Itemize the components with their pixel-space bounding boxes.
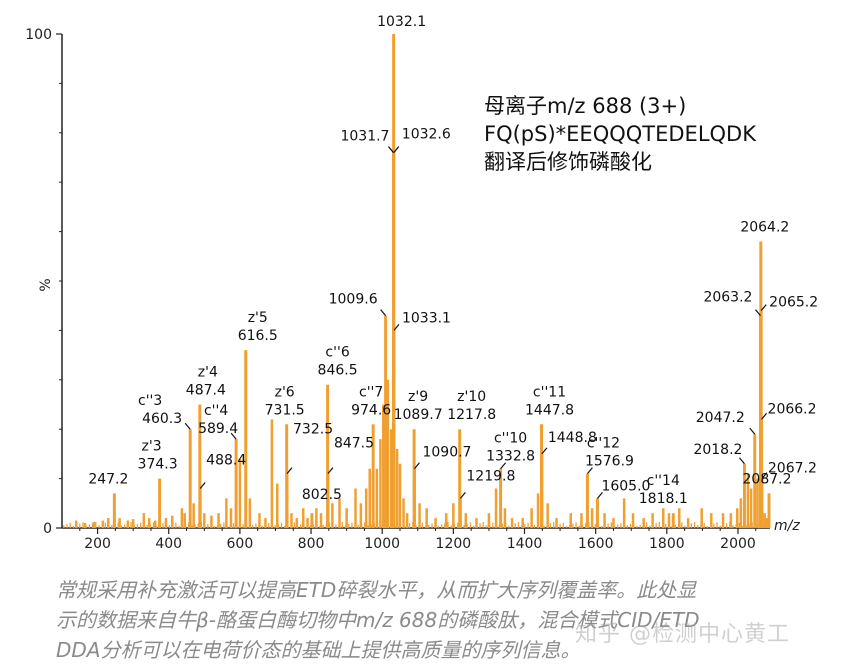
ion-label: z'6 xyxy=(275,384,295,400)
label-leader xyxy=(388,146,394,153)
label-leader xyxy=(761,472,768,479)
label-leader xyxy=(230,432,237,440)
annotation-line-sequence: FQ(pS)*EEQQQTEDELQDK xyxy=(484,122,756,146)
label-leader xyxy=(380,309,387,316)
y-tick-label: 0 xyxy=(43,521,52,537)
label-leader xyxy=(327,467,334,475)
label-leader xyxy=(749,427,756,435)
x-tick-label: 1000 xyxy=(364,536,400,552)
label-leader xyxy=(541,447,548,455)
peak-label-1332.8: 1332.8 xyxy=(486,449,535,465)
x-tick-label: 200 xyxy=(84,536,111,552)
label-leader xyxy=(755,309,761,316)
label-leader xyxy=(760,304,767,312)
label-leader xyxy=(199,482,206,489)
peak-label-1031.7: 1031.7 xyxy=(340,129,389,145)
peak-label-1009.6: 1009.6 xyxy=(329,292,378,308)
y-axis-label: % xyxy=(38,278,54,291)
label-leader xyxy=(414,462,420,470)
ion-label: c''6 xyxy=(325,345,349,361)
caption-line-2: 示的数据来自牛β-酪蛋白酶切物中m/z 688的磷酸肽，混合模式CID/ETD xyxy=(56,608,700,632)
peak-label-460.3: 460.3 xyxy=(142,411,182,427)
ion-label: c''3 xyxy=(138,393,162,409)
x-tick-label: 2000 xyxy=(720,536,756,552)
label-leader xyxy=(393,146,400,153)
peak-label-1032.1: 1032.1 xyxy=(377,14,426,30)
peak-label-802.5: 802.5 xyxy=(302,487,342,503)
x-tick-label: 600 xyxy=(227,536,254,552)
ion-label: z'5 xyxy=(248,310,268,326)
ion-label: c''10 xyxy=(494,431,527,447)
ion-label: c''4 xyxy=(204,403,228,419)
peak-label-2067.2: 2067.2 xyxy=(768,461,817,477)
label-leader xyxy=(459,491,466,499)
ion-label: z'4 xyxy=(198,365,218,381)
peak-labels: 247.2 374.3 z'3 460.3 c''3 487.4 z'4 488.4 589.4… xyxy=(88,14,818,507)
label-leader xyxy=(286,467,293,475)
ion-label: c''12 xyxy=(587,436,620,452)
peak-label-2018.2: 2018.2 xyxy=(693,442,742,458)
peak-label-2063.2: 2063.2 xyxy=(703,290,752,306)
annotation-line-modification: 翻译后修饰磷酸化 xyxy=(484,150,652,174)
caption-line-1: 常规采用补充激活可以提高ETD碎裂水平，从而扩大序列覆盖率。此处显 xyxy=(56,578,697,602)
peak-label-732.5: 732.5 xyxy=(293,422,333,438)
peak-label-1090.7: 1090.7 xyxy=(422,445,471,461)
peak-label-1818.1: 1818.1 xyxy=(639,491,688,507)
label-leader xyxy=(738,457,745,465)
labeled-peaks xyxy=(112,34,771,528)
peak-label-374.3: 374.3 xyxy=(138,457,178,473)
peak-label-1605.0: 1605.0 xyxy=(601,478,650,494)
peak-label-488.4: 488.4 xyxy=(206,452,246,468)
peak-label-847.5: 847.5 xyxy=(334,436,374,452)
ion-label: z'9 xyxy=(408,389,428,405)
peak-label-1219.8: 1219.8 xyxy=(466,468,515,484)
x-tick-label: 800 xyxy=(298,536,325,552)
chart-axes: 0 100% 200 400 600 800 1000 1200 1400 1600 1800 200… xyxy=(25,27,800,552)
peak-label-1033.1: 1033.1 xyxy=(402,310,451,326)
peak-label-1032.6: 1032.6 xyxy=(402,127,451,143)
x-tick-label: 1800 xyxy=(649,536,685,552)
peak-label-616.5: 616.5 xyxy=(238,328,278,344)
label-leader xyxy=(596,491,603,499)
figure-caption: 常规采用补充激活可以提高ETD碎裂水平，从而扩大序列覆盖率。此处显 示的数据来自… xyxy=(56,575,846,665)
ion-label: z'10 xyxy=(457,389,486,405)
peak-label-2066.2: 2066.2 xyxy=(768,401,817,417)
peak-label-1576.9: 1576.9 xyxy=(585,454,634,470)
ion-label: z'3 xyxy=(142,439,162,455)
y-tick-label: 100 xyxy=(25,27,52,43)
peak-label-1447.8: 1447.8 xyxy=(525,402,574,418)
peak-label-2065.2: 2065.2 xyxy=(769,295,818,311)
peak-label-974.6: 974.6 xyxy=(351,402,391,418)
x-tick-label: 1400 xyxy=(507,536,543,552)
label-leader xyxy=(500,462,507,470)
label-leader xyxy=(184,422,191,430)
label-leader xyxy=(761,412,767,420)
ion-label: c''14 xyxy=(647,473,680,489)
peak-label-2047.2: 2047.2 xyxy=(696,410,745,426)
peak-label-487.4: 487.4 xyxy=(186,383,226,399)
mass-spectrum-chart: 0 100% 200 400 600 800 1000 1200 1400 1600 1800 200… xyxy=(25,14,818,552)
x-tick-label: 1600 xyxy=(578,536,614,552)
x-axis-label: m/z xyxy=(774,518,800,534)
label-leader xyxy=(586,467,593,475)
peak-label-2087.2: 2087.2 xyxy=(743,471,792,487)
peak-label-589.4: 589.4 xyxy=(198,421,238,437)
caption-line-3: DDA分析可以在电荷价态的基础上提供高质量的序列信息。 xyxy=(56,638,581,662)
peak-label-2064.2: 2064.2 xyxy=(740,219,789,235)
watermark: 知乎 @检测中心黄工 xyxy=(575,622,790,647)
x-tick-label: 1200 xyxy=(436,536,472,552)
ion-label: c''11 xyxy=(533,384,566,400)
ion-label: c''7 xyxy=(359,384,383,400)
annotation-line-precursor: 母离子m/z 688 (3+) xyxy=(484,94,687,118)
peak-label-1448.8: 1448.8 xyxy=(548,430,597,446)
x-tick-label: 400 xyxy=(155,536,182,552)
label-leader xyxy=(393,324,400,331)
peak-label-1217.8: 1217.8 xyxy=(447,407,496,423)
precursor-annotation: 母离子m/z 688 (3+) FQ(pS)*EEQQQTEDELQDK 翻译后… xyxy=(484,92,756,176)
peak-label-1089.7: 1089.7 xyxy=(394,407,443,423)
peak-label-731.5: 731.5 xyxy=(265,402,305,418)
peak-label-846.5: 846.5 xyxy=(318,363,358,379)
peak-label-247.2: 247.2 xyxy=(88,471,128,487)
